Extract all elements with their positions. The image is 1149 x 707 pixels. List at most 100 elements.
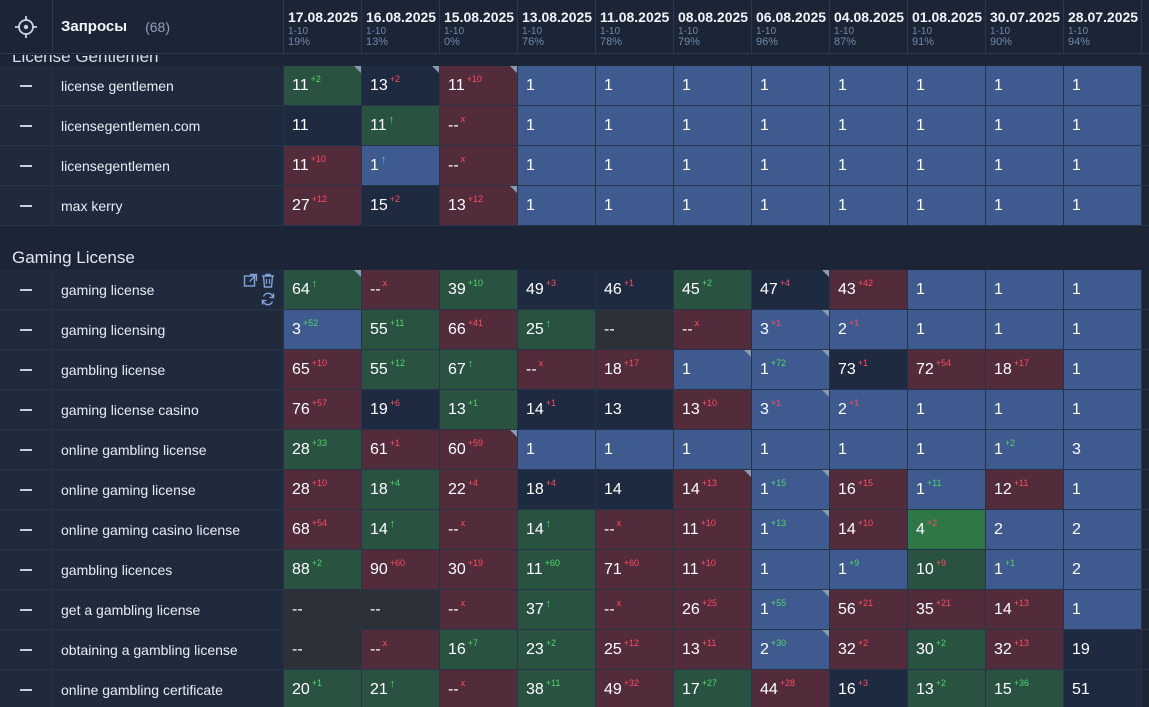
position-cell[interactable]: 11 +10 [284,146,362,185]
position-cell[interactable]: 1 [752,430,830,469]
position-cell[interactable]: 1 [518,146,596,185]
position-cell[interactable]: 1 [1064,350,1142,389]
position-cell[interactable]: 49 +32 [596,670,674,707]
position-cell[interactable]: 22 +4 [440,470,518,509]
position-cell[interactable]: 45 +2 [674,270,752,309]
position-cell[interactable]: -- x [362,270,440,309]
collapse-button[interactable] [0,66,53,105]
target-icon[interactable] [0,0,53,54]
position-cell[interactable]: 16 +15 [830,470,908,509]
table-row[interactable]: gaming license casino 76 +57 19 +6 13 +1 14 +1 13… [0,390,1149,430]
position-cell[interactable]: 14 ↑ [518,510,596,549]
position-cell[interactable]: 19 [1064,630,1142,669]
position-cell[interactable]: 43 +42 [830,270,908,309]
position-cell[interactable]: 18 +4 [518,470,596,509]
position-cell[interactable]: 17 +27 [674,670,752,707]
position-cell[interactable]: 1 [1064,66,1142,105]
position-cell[interactable]: 38 +11 [518,670,596,707]
position-cell[interactable]: 1 [752,106,830,145]
position-cell[interactable]: 1 [596,66,674,105]
position-cell[interactable]: 3 +52 [284,310,362,349]
position-cell[interactable]: 20 +1 [284,670,362,707]
table-row[interactable]: gaming licensing 3 +52 55 +11 66 +41 25 ↑ -- -- x 3 +… [0,310,1149,350]
position-cell[interactable]: 14 +13 [986,590,1064,629]
position-cell[interactable]: 1 +55 [752,590,830,629]
position-cell[interactable]: 2 [1064,550,1142,589]
position-cell[interactable]: 1 [674,430,752,469]
table-row[interactable]: online gaming casino license 68 +54 14 ↑ -- x 1… [0,510,1149,550]
position-cell[interactable]: -- x [362,630,440,669]
position-cell[interactable]: 1 [1064,106,1142,145]
position-cell[interactable]: 1 [986,270,1064,309]
position-cell[interactable]: 3 [1064,430,1142,469]
table-row[interactable]: gambling license 65 +10 55 +12 67 ↑ -- x 18 +17 1 1 +… [0,350,1149,390]
position-cell[interactable]: 68 +54 [284,510,362,549]
collapse-button[interactable] [0,186,53,225]
keyword-cell[interactable]: online gambling license [53,430,284,469]
position-cell[interactable]: 2 [986,510,1064,549]
position-cell[interactable]: -- x [440,670,518,707]
position-cell[interactable]: 14 +13 [674,470,752,509]
position-cell[interactable]: 11 +10 [440,66,518,105]
keyword-cell[interactable]: online gaming casino license [53,510,284,549]
table-row[interactable]: gambling licences 88 +2 90 +60 30 +19 11 +60 71 +6… [0,550,1149,590]
collapse-button[interactable] [0,390,53,429]
position-cell[interactable]: 1 [518,430,596,469]
position-cell[interactable]: 51 [1064,670,1142,707]
position-cell[interactable]: 1 [674,106,752,145]
date-column-header[interactable]: 13.08.2025 1-10 76% [518,0,596,53]
collapse-button[interactable] [0,630,53,669]
position-cell[interactable]: 1 [908,270,986,309]
position-cell[interactable]: 15 +36 [986,670,1064,707]
position-cell[interactable]: 1 [1064,590,1142,629]
position-cell[interactable]: 21 ↑ [362,670,440,707]
position-cell[interactable]: 47 +4 [752,270,830,309]
position-cell[interactable]: 1 +2 [986,430,1064,469]
keyword-cell[interactable]: gaming license [53,270,284,309]
position-cell[interactable]: 56 +21 [830,590,908,629]
position-cell[interactable]: 1 [830,146,908,185]
position-cell[interactable]: -- [284,590,362,629]
collapse-button[interactable] [0,670,53,707]
position-cell[interactable]: 2 +30 [752,630,830,669]
position-cell[interactable]: 25 +12 [596,630,674,669]
date-column-header[interactable]: 06.08.2025 1-10 96% [752,0,830,53]
position-cell[interactable]: 1 [986,146,1064,185]
position-cell[interactable]: 1 [596,186,674,225]
position-cell[interactable]: 1 +15 [752,470,830,509]
table-row[interactable]: licensegentlemen 11 +10 1 ↑ -- x 1 1 1 1 1 1 1 1 [0,146,1149,186]
keyword-cell[interactable]: license gentlemen [53,66,284,105]
table-row[interactable]: obtaining a gambling license -- -- x 16 +7 23 +… [0,630,1149,670]
table-row[interactable]: online gaming license 28 +10 18 +4 22 +4 18 +4 14… [0,470,1149,510]
keyword-cell[interactable]: online gambling certificate [53,670,284,707]
position-cell[interactable]: 1 [674,66,752,105]
position-cell[interactable]: 28 +33 [284,430,362,469]
position-cell[interactable]: 14 [596,470,674,509]
position-cell[interactable]: -- [362,590,440,629]
position-cell[interactable]: 55 +12 [362,350,440,389]
keyword-cell[interactable]: online gaming license [53,470,284,509]
position-cell[interactable]: 1 [596,106,674,145]
position-cell[interactable]: 1 +9 [830,550,908,589]
position-cell[interactable]: 16 +7 [440,630,518,669]
date-column-header[interactable]: 04.08.2025 1-10 87% [830,0,908,53]
position-cell[interactable]: 27 +12 [284,186,362,225]
position-cell[interactable]: 16 +3 [830,670,908,707]
table-row[interactable]: online gambling license 28 +33 61 +1 60 +59 1 1 1… [0,430,1149,470]
position-cell[interactable]: 11 ↑ [362,106,440,145]
keyword-cell[interactable]: max kerry [53,186,284,225]
position-cell[interactable]: 1 [596,146,674,185]
position-cell[interactable]: 1 [986,106,1064,145]
position-cell[interactable]: 65 +10 [284,350,362,389]
date-column-header[interactable]: 11.08.2025 1-10 78% [596,0,674,53]
position-cell[interactable]: 1 [986,66,1064,105]
position-cell[interactable]: 1 [830,106,908,145]
position-cell[interactable]: 14 +1 [518,390,596,429]
position-cell[interactable]: -- x [440,146,518,185]
position-cell[interactable]: 1 [518,66,596,105]
position-cell[interactable]: 28 +10 [284,470,362,509]
table-row[interactable]: max kerry 27 +12 15 +2 13 +12 1 1 1 1 1 1 1 1 [0,186,1149,226]
date-column-header[interactable]: 30.07.2025 1-10 90% [986,0,1064,53]
external-link-icon[interactable] [243,273,258,288]
position-cell[interactable]: 23 +2 [518,630,596,669]
